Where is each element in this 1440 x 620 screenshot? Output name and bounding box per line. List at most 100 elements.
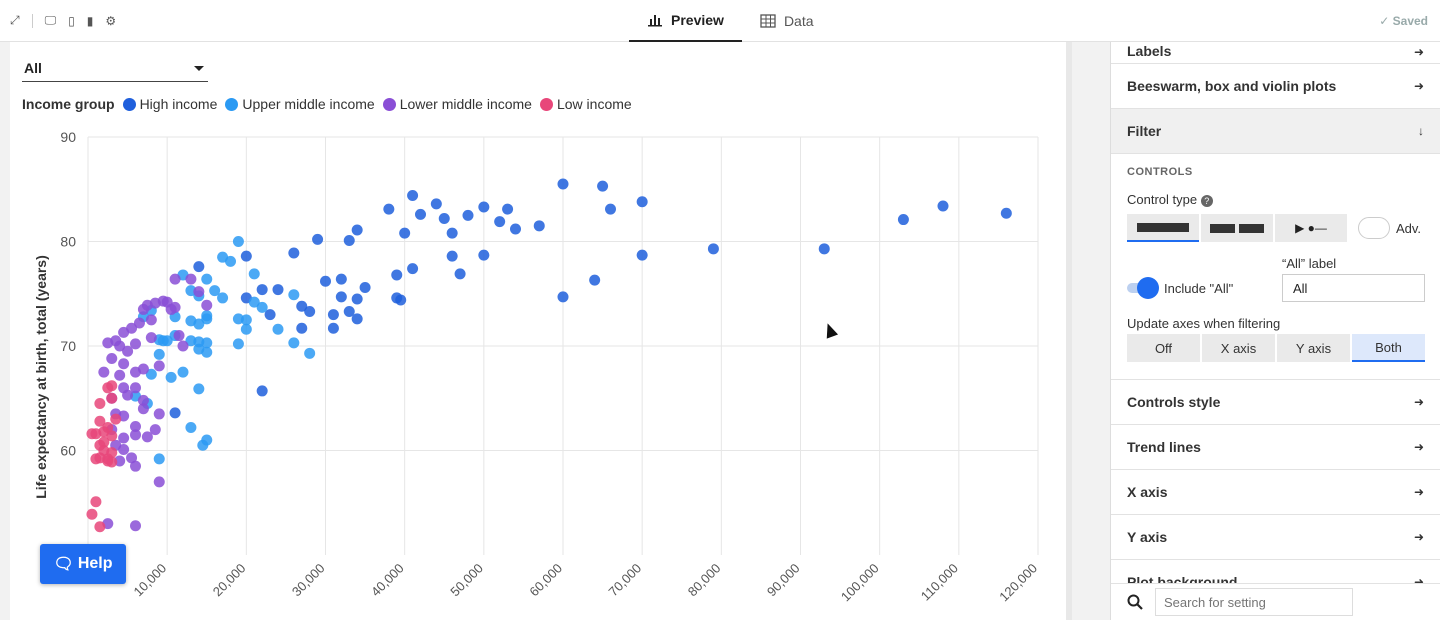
data-point — [193, 318, 205, 330]
settings-search — [1111, 583, 1440, 620]
data-point — [454, 268, 466, 280]
data-point — [383, 203, 395, 215]
mobile-view-icon[interactable]: ▮ — [86, 13, 94, 28]
data-point — [126, 452, 138, 464]
data-point — [153, 348, 165, 360]
legend: Income group High income Upper middle in… — [22, 96, 632, 112]
data-point — [114, 369, 126, 381]
legend-item-lower-middle[interactable]: Lower middle income — [382, 96, 532, 112]
data-point — [130, 420, 141, 432]
data-point — [351, 313, 363, 325]
data-point — [149, 424, 161, 436]
data-point — [407, 190, 419, 202]
data-point — [201, 310, 213, 322]
include-all-toggle[interactable] — [1127, 277, 1161, 299]
settings-row-beeswarm[interactable]: Beeswarm, box and violin plots ➜ — [1111, 64, 1440, 109]
chart-preview: All Income group High income Upper middl… — [10, 42, 1066, 620]
data-point — [130, 460, 141, 472]
canvas-area: All Income group High income Upper middl… — [0, 42, 1110, 620]
data-point — [90, 496, 102, 508]
data-point — [110, 413, 122, 425]
settings-row-x-axis[interactable]: X axis ➜ — [1111, 470, 1440, 515]
control-type-buttons-option[interactable] — [1201, 214, 1273, 242]
legend-dot — [539, 97, 553, 111]
data-point — [232, 338, 244, 350]
data-point — [395, 294, 407, 306]
data-point — [288, 337, 300, 349]
y-tick-label: 70 — [60, 338, 76, 354]
data-point — [137, 303, 149, 315]
settings-row-trend-lines[interactable]: Trend lines ➜ — [1111, 425, 1440, 470]
settings-row-filter[interactable]: Filter ↓ — [1111, 109, 1440, 154]
data-point — [197, 439, 209, 451]
settings-row-controls-style[interactable]: Controls style ➜ — [1111, 380, 1440, 425]
update-axes-y[interactable]: Y axis — [1277, 334, 1350, 362]
data-point — [636, 249, 648, 261]
help-circle-icon[interactable]: ? — [1200, 195, 1213, 207]
help-button[interactable]: 🗨 Help — [40, 544, 126, 584]
data-point — [557, 178, 569, 190]
legend-label: Low income — [556, 96, 632, 112]
data-point — [165, 371, 177, 383]
data-point — [533, 220, 545, 232]
tab-data[interactable]: Data — [742, 0, 832, 42]
data-point — [137, 394, 149, 406]
data-point — [351, 293, 363, 305]
tab-preview[interactable]: Preview — [629, 0, 742, 42]
data-point — [937, 200, 949, 212]
data-point — [430, 198, 442, 210]
data-point — [133, 317, 145, 329]
data-point — [272, 284, 284, 296]
x-tick-label: 60,000 — [526, 561, 565, 600]
settings-row-labels[interactable]: Labels ➜ — [1111, 42, 1440, 64]
row-label: X axis — [1127, 484, 1168, 500]
data-point — [478, 249, 490, 261]
row-label: Controls style — [1127, 394, 1221, 410]
x-tick-label: 120,000 — [996, 561, 1040, 605]
desktop-view-icon[interactable]: 🖵 — [44, 13, 57, 27]
filter-dropdown[interactable]: All — [22, 56, 208, 82]
update-axes-segmented: Off X axis Y axis Both — [1127, 334, 1425, 362]
tablet-view-icon[interactable]: ▯ — [68, 13, 75, 28]
data-point — [169, 273, 181, 285]
legend-item-high[interactable]: High income — [122, 96, 217, 112]
data-point — [343, 306, 355, 318]
data-point — [177, 340, 189, 352]
data-point — [94, 521, 106, 533]
data-point — [106, 456, 118, 468]
legend-item-low[interactable]: Low income — [539, 96, 632, 112]
settings-row-y-axis[interactable]: Y axis ➜ — [1111, 515, 1440, 560]
legend-dot — [225, 97, 239, 111]
settings-gear-icon[interactable]: ⚙ — [105, 13, 117, 28]
legend-item-upper-middle[interactable]: Upper middle income — [225, 96, 375, 112]
y-tick-label: 90 — [60, 129, 76, 145]
control-type-label: Control type ? — [1127, 192, 1213, 207]
data-point — [137, 403, 149, 415]
data-point — [415, 208, 426, 220]
data-point — [102, 337, 114, 349]
update-axes-x[interactable]: X axis — [1202, 334, 1275, 362]
data-point — [98, 366, 110, 378]
data-point — [114, 340, 126, 352]
data-point — [118, 326, 130, 338]
data-point — [256, 284, 268, 296]
data-point — [185, 273, 197, 285]
data-point — [407, 263, 419, 275]
panel-splitter[interactable] — [1066, 42, 1072, 620]
data-point — [897, 214, 909, 226]
update-axes-both[interactable]: Both — [1352, 334, 1425, 362]
expand-icon[interactable]: ⤢ — [10, 13, 20, 27]
advanced-toggle[interactable] — [1358, 217, 1390, 239]
data-point — [153, 453, 165, 465]
control-type-dropdown-option[interactable] — [1127, 214, 1199, 242]
update-axes-off[interactable]: Off — [1127, 334, 1200, 362]
all-label-input[interactable] — [1282, 274, 1425, 302]
control-type-slider-option[interactable]: ▶ ●— — [1275, 214, 1347, 242]
data-point — [359, 281, 371, 293]
data-point — [399, 227, 411, 239]
arrow-right-icon: ➜ — [1413, 440, 1424, 454]
x-tick-label: 90,000 — [764, 561, 803, 600]
arrow-down-icon: ↓ — [1418, 124, 1424, 138]
search-setting-input[interactable] — [1155, 588, 1353, 616]
data-point — [86, 508, 98, 520]
